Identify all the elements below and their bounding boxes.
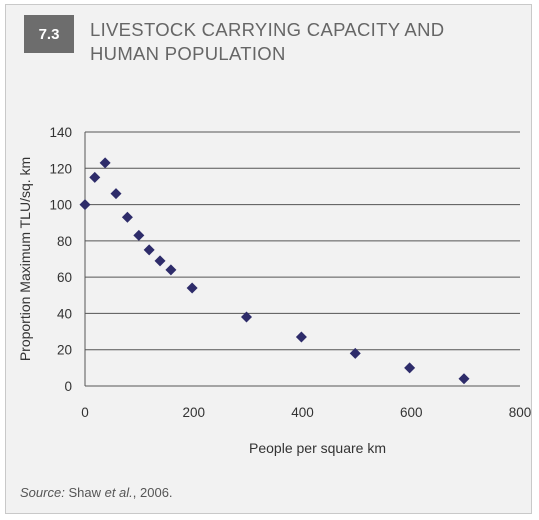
source-author: Shaw bbox=[68, 485, 101, 500]
figure-title-line-1: LIVESTOCK CARRYING CAPACITY AND bbox=[90, 19, 445, 40]
figure-title: LIVESTOCK CARRYING CAPACITY AND HUMAN PO… bbox=[90, 18, 510, 66]
source-label: Source: bbox=[20, 485, 65, 500]
figure-number: 7.3 bbox=[38, 25, 60, 43]
figure-number-badge: 7.3 bbox=[24, 15, 74, 53]
source-etal: et al. bbox=[104, 485, 133, 500]
x-tick-labels: 0 200 400 600 800 bbox=[81, 405, 531, 420]
data-point-11 bbox=[295, 331, 307, 343]
source-note: Source: Shaw et al., 2006. bbox=[20, 485, 173, 500]
data-point-9 bbox=[186, 282, 198, 294]
data-point-3 bbox=[110, 188, 122, 200]
y-tick-label: 100 bbox=[49, 198, 72, 213]
x-tick-label: 600 bbox=[400, 405, 423, 420]
source-year: , 2006. bbox=[132, 485, 173, 500]
x-axis-title: People per square km bbox=[249, 440, 386, 456]
y-tick-label: 140 bbox=[49, 125, 72, 140]
y-tick-label: 0 bbox=[64, 379, 72, 394]
data-point-10 bbox=[240, 311, 252, 323]
y-tick-label: 60 bbox=[57, 270, 72, 285]
data-point-2 bbox=[99, 157, 111, 169]
y-tick-label: 120 bbox=[49, 161, 72, 176]
data-point-13 bbox=[404, 362, 416, 374]
data-point-7 bbox=[154, 255, 166, 267]
figure-title-line-2: HUMAN POPULATION bbox=[90, 43, 286, 64]
data-point-1 bbox=[89, 171, 101, 183]
y-tick-label: 20 bbox=[57, 343, 72, 358]
x-tick-label: 800 bbox=[509, 405, 532, 420]
x-tick-label: 0 bbox=[81, 405, 89, 420]
data-point-5 bbox=[133, 229, 145, 241]
gridlines bbox=[85, 131, 520, 351]
y-tick-labels: 0 20 40 60 80 100 120 140 bbox=[49, 125, 72, 394]
data-point-4 bbox=[121, 211, 133, 223]
data-point-12 bbox=[349, 347, 361, 359]
data-point-14 bbox=[458, 373, 470, 385]
data-point-0 bbox=[79, 199, 91, 211]
x-tick-label: 400 bbox=[291, 405, 314, 420]
figure-panel bbox=[5, 4, 532, 514]
y-axis-title: Proportion Maximum TLU/sq. km bbox=[17, 157, 33, 361]
y-tick-label: 80 bbox=[57, 234, 72, 249]
data-point-6 bbox=[143, 244, 155, 256]
data-point-8 bbox=[165, 264, 177, 276]
data-points bbox=[79, 157, 470, 385]
x-tick-label: 200 bbox=[182, 405, 205, 420]
y-tick-label: 40 bbox=[57, 306, 72, 321]
